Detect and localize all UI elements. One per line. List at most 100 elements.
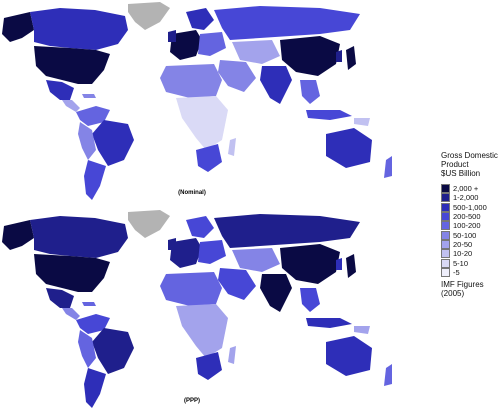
region-canada (30, 8, 128, 50)
legend-list: 2,000 + 1-2,000 500-1,000 200-500 100-20… (441, 184, 499, 277)
legend-swatch (441, 193, 450, 203)
map-caption-nominal: (Nominal) (178, 190, 206, 196)
region-north-south-america (76, 106, 110, 126)
legend: Gross Domestic Product $US Billion 2,000… (441, 151, 499, 298)
region-korea (336, 50, 342, 62)
region-southern-cone (84, 160, 106, 200)
region-madagascar (228, 138, 236, 156)
region-western-europe (170, 30, 202, 60)
region-alaska (2, 220, 34, 250)
region-uk (168, 30, 176, 42)
legend-title-line: Product (441, 160, 469, 169)
region-china (280, 244, 340, 284)
region-canada (30, 216, 128, 258)
legend-label: 1-2,000 (453, 193, 479, 203)
legend-swatch (441, 184, 450, 194)
region-brazil (92, 328, 134, 374)
legend-item: 1-2,000 (441, 193, 499, 203)
region-mexico (46, 288, 74, 308)
legend-item: 2,000 + (441, 184, 499, 194)
legend-label: 2,000 + (453, 184, 479, 194)
region-north-south-america (76, 314, 110, 334)
world-map-ppp (2, 210, 392, 408)
legend-title: Gross Domestic Product $US Billion (441, 151, 499, 178)
region-eastern-europe (198, 240, 226, 264)
region-middle-east (218, 60, 256, 92)
legend-item: 200-500 (441, 212, 499, 222)
region-central-asia (232, 248, 280, 272)
legend-source-line: IMF Figures (441, 279, 484, 289)
legend-source-line: (2005) (441, 288, 465, 298)
legend-swatch (441, 239, 450, 249)
region-andes (78, 330, 96, 368)
region-australia (326, 336, 372, 376)
region-india (260, 66, 292, 104)
region-caribbean (82, 94, 96, 98)
region-new-zealand (384, 364, 392, 386)
legend-label: 50-100 (453, 230, 477, 240)
region-north-africa (160, 272, 222, 306)
legend-item: 20-50 (441, 239, 499, 249)
region-australia (326, 128, 372, 168)
region-usa (34, 46, 110, 84)
region-north-africa (160, 64, 222, 98)
legend-label: -5 (453, 267, 460, 277)
region-greenland (128, 210, 170, 238)
world-map-nominal (2, 2, 392, 200)
region-central-africa (176, 304, 228, 358)
region-uk (168, 238, 176, 250)
region-china (280, 36, 340, 76)
region-western-europe (170, 238, 202, 268)
legend-swatch (441, 212, 450, 222)
region-central-africa (176, 96, 228, 150)
legend-label: 10-20 (453, 249, 473, 259)
region-new-zealand (384, 156, 392, 178)
legend-swatch (441, 221, 450, 231)
region-brazil (92, 120, 134, 166)
region-png (354, 326, 370, 334)
legend-item: -5 (441, 267, 499, 277)
legend-swatch (441, 249, 450, 259)
region-korea (336, 258, 342, 270)
legend-item: 10-20 (441, 249, 499, 259)
region-south-africa (196, 352, 222, 380)
legend-label: 200-500 (453, 212, 481, 222)
map-ppp: (PPP) (0, 210, 438, 416)
legend-swatch (441, 230, 450, 240)
region-japan (346, 254, 356, 278)
region-middle-east (218, 268, 256, 300)
region-mexico (46, 80, 74, 100)
legend-swatch (441, 258, 450, 268)
map-caption-ppp: (PPP) (183, 398, 200, 404)
region-northern-europe (186, 216, 214, 238)
region-southeast-asia (300, 80, 320, 104)
region-eastern-europe (198, 32, 226, 56)
legend-swatch (441, 267, 450, 277)
legend-title-line: Gross Domestic (441, 151, 498, 160)
legend-swatch (441, 202, 450, 212)
legend-item: 50-100 (441, 230, 499, 240)
region-india (260, 274, 292, 312)
legend-label: 5-10 (453, 258, 469, 268)
region-caribbean (82, 302, 96, 306)
region-south-africa (196, 144, 222, 172)
region-central-asia (232, 40, 280, 64)
legend-source: IMF Figures (2005) (441, 280, 499, 298)
region-madagascar (228, 346, 236, 364)
legend-label: 500-1,000 (453, 202, 487, 212)
legend-title-line: $US Billion (441, 169, 481, 178)
region-southern-cone (84, 368, 106, 408)
region-southeast-asia (300, 288, 320, 312)
legend-item: 500-1,000 (441, 202, 499, 212)
region-indonesia (306, 110, 352, 120)
region-russia (214, 6, 360, 40)
region-indonesia (306, 318, 352, 328)
region-usa (34, 254, 110, 292)
region-russia (214, 214, 360, 248)
legend-item: 5-10 (441, 258, 499, 268)
legend-label: 100-200 (453, 221, 481, 231)
legend-label: 20-50 (453, 239, 473, 249)
region-alaska (2, 12, 34, 42)
region-northern-europe (186, 8, 214, 30)
region-japan (346, 46, 356, 70)
